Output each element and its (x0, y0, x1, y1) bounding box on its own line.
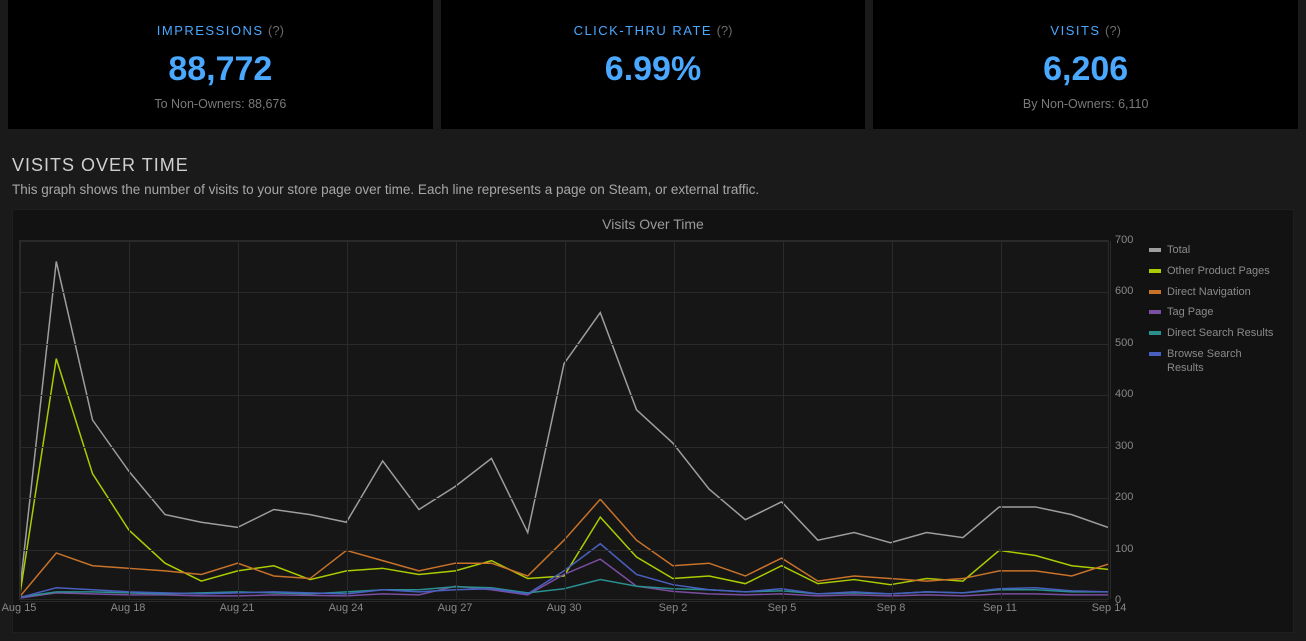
series-line[interactable] (20, 580, 1108, 597)
stat-value: 6,206 (883, 50, 1288, 89)
x-tick-label: Sep 5 (768, 602, 797, 614)
legend-swatch (1149, 248, 1161, 252)
x-tick-label: Sep 2 (659, 602, 688, 614)
legend-item[interactable]: Other Product Pages (1149, 265, 1281, 279)
stat-sub: To Non-Owners: 88,676 (18, 97, 423, 111)
y-tick-label: 400 (1115, 388, 1145, 400)
x-tick-label: Aug 15 (2, 602, 37, 614)
chart-y-axis: 0100200300400500600700 (1113, 240, 1145, 600)
legend-item[interactable]: Tag Page (1149, 306, 1281, 320)
stat-title: CLICK-THRU RATE (574, 23, 713, 38)
x-tick-label: Sep 8 (877, 602, 906, 614)
legend-label: Total (1167, 244, 1190, 258)
legend-swatch (1149, 310, 1161, 314)
stats-row: IMPRESSIONS (?) 88,772 To Non-Owners: 88… (0, 0, 1306, 137)
legend-item[interactable]: Total (1149, 244, 1281, 258)
legend-label: Direct Navigation (1167, 286, 1251, 300)
x-tick-label: Aug 21 (220, 602, 255, 614)
legend-item[interactable]: Direct Search Results (1149, 327, 1281, 341)
x-tick-label: Aug 30 (547, 602, 582, 614)
section-desc: This graph shows the number of visits to… (0, 182, 1306, 209)
y-tick-label: 100 (1115, 543, 1145, 555)
help-icon[interactable]: (?) (268, 23, 284, 38)
series-line[interactable] (20, 359, 1108, 594)
stat-card-ctr: CLICK-THRU RATE (?) 6.99% (441, 0, 866, 129)
x-tick-label: Aug 27 (438, 602, 473, 614)
stat-title: VISITS (1050, 23, 1100, 38)
stat-title: IMPRESSIONS (157, 23, 264, 38)
legend-swatch (1149, 269, 1161, 273)
x-tick-label: Aug 18 (111, 602, 146, 614)
stat-value: 6.99% (451, 50, 856, 89)
chart-x-axis: Aug 15Aug 18Aug 21Aug 24Aug 27Aug 30Sep … (19, 602, 1109, 622)
y-tick-label: 300 (1115, 440, 1145, 452)
y-tick-label: 600 (1115, 285, 1145, 297)
chart-title: Visits Over Time (13, 210, 1293, 232)
x-tick-label: Aug 24 (329, 602, 364, 614)
help-icon[interactable]: (?) (1105, 23, 1121, 38)
legend-label: Browse Search Results (1167, 348, 1281, 376)
stat-card-visits: VISITS (?) 6,206 By Non-Owners: 6,110 (873, 0, 1298, 129)
legend-label: Other Product Pages (1167, 265, 1270, 279)
series-line[interactable] (20, 499, 1108, 596)
legend-swatch (1149, 352, 1161, 356)
y-tick-label: 200 (1115, 491, 1145, 503)
legend-swatch (1149, 331, 1161, 335)
stat-value: 88,772 (18, 50, 423, 89)
x-tick-label: Sep 14 (1092, 602, 1127, 614)
chart-container: Visits Over Time 0100200300400500600700 … (12, 209, 1294, 633)
help-icon[interactable]: (?) (717, 23, 733, 38)
chart-lines (20, 241, 1108, 599)
legend-label: Tag Page (1167, 306, 1213, 320)
stat-sub: By Non-Owners: 6,110 (883, 97, 1288, 111)
x-tick-label: Sep 11 (983, 602, 1017, 614)
chart-plot-area[interactable] (19, 240, 1109, 600)
legend-item[interactable]: Browse Search Results (1149, 348, 1281, 376)
y-tick-label: 700 (1115, 234, 1145, 246)
stat-card-impressions: IMPRESSIONS (?) 88,772 To Non-Owners: 88… (8, 0, 433, 129)
y-tick-label: 500 (1115, 337, 1145, 349)
legend-swatch (1149, 290, 1161, 294)
section-title: VISITS OVER TIME (0, 137, 1306, 182)
legend-item[interactable]: Direct Navigation (1149, 286, 1281, 300)
legend-label: Direct Search Results (1167, 327, 1273, 341)
chart-legend: Total Other Product Pages Direct Navigatio… (1149, 244, 1281, 382)
